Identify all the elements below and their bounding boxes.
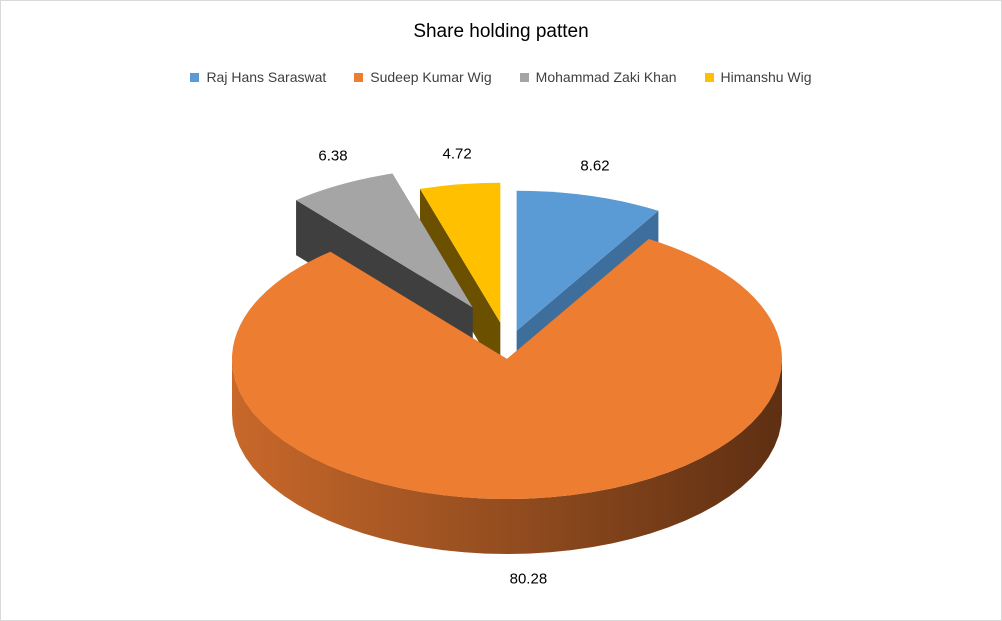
legend-swatch — [519, 72, 529, 82]
data-label: 8.62 — [580, 158, 609, 175]
slice-top — [419, 182, 501, 323]
legend-label: Mohammad Zaki Khan — [535, 69, 677, 85]
legend-swatch — [190, 72, 200, 82]
legend-label: Raj Hans Saraswat — [206, 69, 327, 85]
slice-himanshu-wig — [419, 182, 501, 378]
slice-top — [296, 173, 473, 308]
data-label: 4.72 — [442, 146, 471, 163]
data-labels: 8.62 80.28 6.38 4.72 — [318, 146, 609, 588]
legend-item-mohammad-zaki-khan: Mohammad Zaki Khan — [519, 69, 677, 85]
pie-slices — [232, 173, 782, 554]
slice-wall — [419, 188, 501, 378]
legend-swatch — [704, 72, 714, 82]
slice-top — [232, 239, 782, 500]
legend-swatch — [354, 72, 364, 82]
chart-title: Share holding patten — [413, 21, 589, 42]
legend-label: Sudeep Kumar Wig — [370, 69, 492, 85]
data-label: 6.38 — [318, 148, 347, 165]
legend-item-raj-hans-saraswat: Raj Hans Saraswat — [190, 69, 326, 85]
legend-item-himanshu-wig: Himanshu Wig — [704, 69, 812, 85]
slice-top — [516, 190, 659, 331]
legend: Raj Hans Saraswat Sudeep Kumar Wig Moham… — [1, 69, 1001, 85]
legend-item-sudeep-kumar-wig: Sudeep Kumar Wig — [354, 69, 492, 85]
legend-label: Himanshu Wig — [720, 69, 812, 85]
data-label: 80.28 — [510, 571, 548, 588]
slice-sudeep-kumar-wig — [232, 239, 782, 554]
slice-side — [232, 359, 782, 554]
